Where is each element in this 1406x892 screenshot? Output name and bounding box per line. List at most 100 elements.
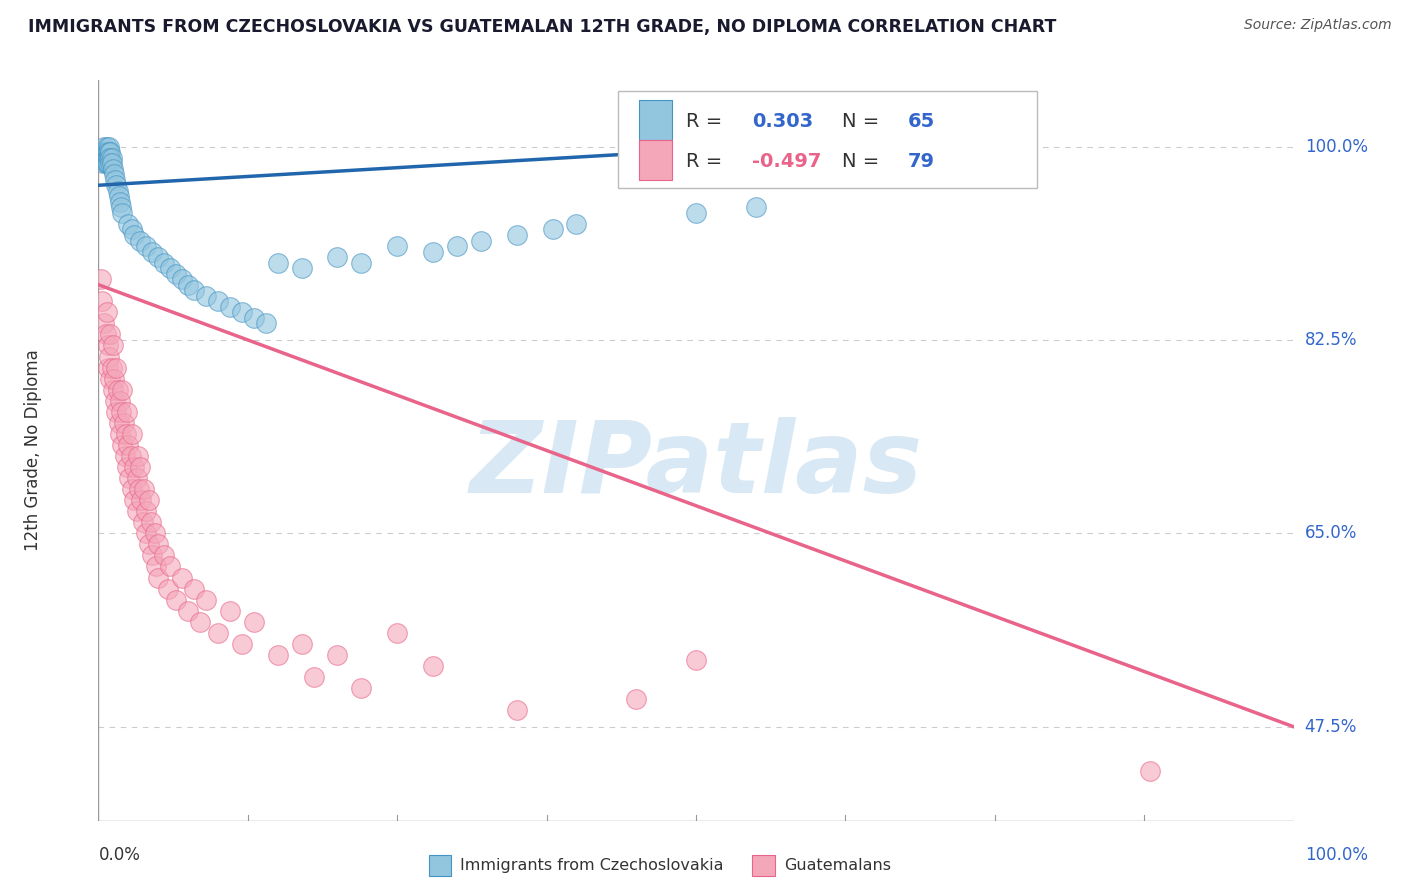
Text: Immigrants from Czechoslovakia: Immigrants from Czechoslovakia [460, 858, 723, 872]
Text: 12th Grade, No Diploma: 12th Grade, No Diploma [24, 350, 42, 551]
Text: Source: ZipAtlas.com: Source: ZipAtlas.com [1244, 18, 1392, 32]
Point [350, 681, 373, 695]
Point [207, 294, 229, 309]
Point [98, 327, 122, 342]
Point [103, 167, 125, 181]
Point [385, 239, 409, 253]
Point [94, 156, 117, 170]
Point [111, 383, 134, 397]
Point [422, 659, 444, 673]
Point [132, 482, 155, 496]
Point [121, 426, 143, 441]
Point [165, 592, 187, 607]
Text: 47.5%: 47.5% [1305, 718, 1357, 736]
Text: R =: R = [686, 153, 728, 171]
Point [125, 471, 148, 485]
Point [93, 139, 115, 153]
Point [745, 200, 768, 214]
Point [565, 217, 588, 231]
Point [195, 592, 218, 607]
Text: 100.0%: 100.0% [1305, 846, 1368, 863]
FancyBboxPatch shape [638, 100, 672, 140]
Point [98, 145, 122, 160]
Point [91, 145, 114, 160]
Point [100, 156, 122, 170]
Point [96, 139, 118, 153]
Point [243, 310, 266, 325]
Point [94, 151, 117, 165]
Point [129, 460, 152, 475]
Point [97, 156, 120, 170]
Point [153, 255, 176, 269]
Text: N =: N = [842, 112, 886, 131]
Point [254, 317, 277, 331]
Point [131, 516, 153, 530]
Point [129, 234, 152, 248]
Point [127, 449, 149, 463]
Point [97, 338, 120, 352]
Point [143, 526, 166, 541]
Point [183, 283, 205, 297]
Point [148, 250, 170, 264]
Point [104, 393, 127, 408]
Point [101, 338, 124, 352]
Point [156, 582, 179, 596]
Point [541, 222, 564, 236]
Point [128, 482, 150, 496]
Point [145, 559, 167, 574]
Point [148, 537, 170, 551]
Point [107, 416, 129, 430]
Text: IMMIGRANTS FROM CZECHOSLOVAKIA VS GUATEMALAN 12TH GRADE, NO DIPLOMA CORRELATION : IMMIGRANTS FROM CZECHOSLOVAKIA VS GUATEM… [28, 18, 1056, 36]
Point [97, 151, 120, 165]
Point [114, 449, 136, 463]
Point [124, 460, 146, 475]
Point [131, 493, 153, 508]
Text: -0.497: -0.497 [752, 153, 821, 171]
Point [124, 227, 146, 242]
Point [159, 261, 181, 276]
Point [291, 637, 314, 651]
Point [183, 582, 205, 596]
Point [302, 670, 325, 684]
Point [177, 277, 200, 292]
Point [91, 156, 114, 170]
Point [159, 559, 181, 574]
Point [267, 255, 290, 269]
Point [98, 139, 121, 153]
Point [105, 178, 128, 193]
Point [93, 151, 115, 165]
Point [96, 156, 118, 170]
Point [96, 151, 118, 165]
Point [506, 227, 529, 242]
Point [117, 217, 139, 231]
Point [112, 416, 135, 430]
Point [98, 371, 122, 385]
Point [1139, 764, 1161, 778]
Point [117, 438, 139, 452]
Point [100, 151, 122, 165]
Point [385, 625, 409, 640]
Point [231, 637, 253, 651]
Point [96, 305, 118, 319]
Point [141, 549, 163, 563]
Point [291, 261, 314, 276]
FancyBboxPatch shape [638, 139, 672, 180]
Point [153, 549, 176, 563]
Point [172, 272, 194, 286]
Point [219, 300, 242, 314]
Point [98, 151, 121, 165]
Point [125, 504, 148, 518]
Point [111, 438, 134, 452]
Text: 82.5%: 82.5% [1305, 331, 1357, 349]
Text: 65.0%: 65.0% [1305, 524, 1357, 542]
Point [685, 653, 707, 667]
Point [135, 504, 157, 518]
Point [115, 426, 138, 441]
Point [626, 692, 648, 706]
Point [104, 172, 127, 186]
Text: 100.0%: 100.0% [1305, 137, 1368, 155]
Point [207, 625, 229, 640]
Point [107, 383, 129, 397]
Point [94, 327, 117, 342]
Point [108, 393, 131, 408]
